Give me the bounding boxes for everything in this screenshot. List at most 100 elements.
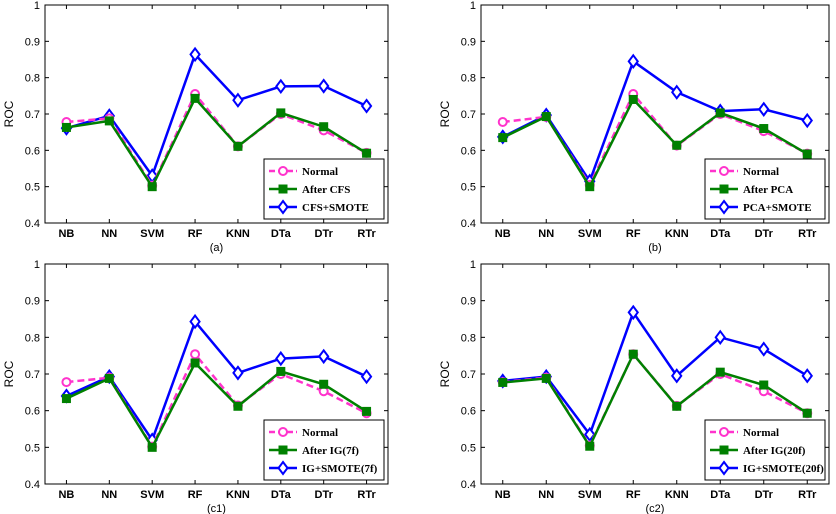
data-point-1	[759, 124, 769, 134]
x-tick-label: RF	[626, 228, 641, 240]
y-tick-label: 0.6	[461, 406, 476, 418]
y-tick-label: 0.6	[25, 145, 40, 157]
x-tick-label: DTa	[710, 489, 731, 501]
data-point-1	[104, 373, 114, 383]
chart-panel-3: 0.4 0.5 0.6 0.7 0.8 0.9 1 NB NN SVM RF KNN DTa DTr RTr…	[2, 259, 389, 514]
y-axis-label: ROC	[2, 360, 16, 387]
y-tick-label: 1	[470, 259, 476, 271]
x-tick-label: NB	[58, 489, 74, 501]
data-point-2	[360, 98, 373, 114]
x-tick-label: RF	[626, 489, 641, 501]
data-point-1	[147, 442, 157, 452]
legend-marker	[718, 460, 730, 476]
y-tick-label: 0.8	[461, 332, 476, 344]
x-tick-label: NN	[101, 228, 117, 240]
data-point-2	[275, 350, 287, 367]
legend-label: Normal	[743, 427, 779, 439]
series-line-2	[65, 319, 368, 443]
x-tick-label: SVM	[578, 489, 602, 501]
x-tick-label: DTa	[271, 228, 292, 240]
y-tick-label: 0.9	[461, 296, 476, 308]
legend-marker	[278, 184, 288, 194]
data-point-2	[189, 46, 201, 63]
y-tick-label: 0.4	[25, 479, 40, 491]
series-line-1	[502, 97, 808, 190]
data-point-0	[190, 349, 201, 360]
legend-label: IG+SMOTE(20f)	[743, 463, 824, 475]
x-tick-label: KNN	[226, 228, 250, 240]
series-line-1	[502, 351, 808, 449]
data-point-1	[147, 182, 157, 192]
legend-label: PCA+SMOTE	[743, 202, 812, 214]
chart-panel-1: 0.4 0.5 0.6 0.7 0.8 0.9 1 NB NN SVM RF KNN DTa DTr RTr…	[2, 0, 389, 254]
panel-caption: (b)	[648, 242, 661, 254]
series-line-1	[66, 96, 368, 190]
data-point-1	[541, 112, 551, 122]
legend-marker	[719, 184, 729, 194]
legend-label: After IG(20f)	[743, 445, 806, 457]
x-tick-label: RF	[188, 489, 203, 501]
data-point-1	[672, 140, 682, 150]
data-point-2	[317, 78, 330, 94]
series-line-0	[66, 91, 368, 189]
legend-marker	[719, 445, 729, 455]
data-point-2	[189, 313, 201, 330]
data-point-1	[319, 379, 329, 389]
data-point-1	[190, 93, 200, 103]
data-point-2	[232, 365, 244, 381]
data-point-2	[671, 84, 683, 100]
data-point-2	[758, 101, 770, 117]
x-tick-label: DTr	[315, 228, 334, 240]
y-tick-label: 0.9	[25, 296, 40, 308]
legend-label: IG+SMOTE(7f)	[302, 463, 378, 475]
data-point-1	[759, 380, 769, 390]
y-tick-label: 1	[470, 0, 476, 12]
data-point-2	[627, 53, 639, 69]
y-axis-label: ROC	[2, 100, 16, 127]
x-tick-label: NB	[495, 489, 511, 501]
x-tick-label: RF	[188, 228, 203, 240]
y-tick-label: 0.6	[25, 406, 40, 418]
x-tick-label: DTr	[755, 489, 774, 501]
data-point-2	[275, 78, 287, 95]
legend-label: Normal	[743, 166, 779, 178]
data-point-2	[232, 92, 244, 108]
y-tick-label: 0.8	[25, 332, 40, 344]
data-point-2	[627, 304, 639, 321]
y-tick-label: 0.9	[461, 36, 476, 48]
panel-caption: (a)	[210, 242, 223, 254]
data-point-1	[498, 133, 508, 143]
x-tick-label: NN	[538, 228, 554, 240]
legend-marker	[277, 199, 289, 215]
data-point-2	[360, 368, 373, 385]
series-line-2	[66, 52, 368, 179]
x-tick-label: DTr	[755, 228, 774, 240]
legend-marker	[719, 166, 729, 176]
x-tick-label: KNN	[226, 489, 250, 501]
y-axis-label: ROC	[438, 360, 452, 387]
y-tick-label: 0.9	[25, 36, 40, 48]
data-point-1	[104, 116, 114, 126]
data-point-1	[802, 408, 812, 418]
y-tick-label: 0.5	[25, 182, 40, 194]
data-point-1	[276, 366, 286, 376]
y-tick-label: 0.7	[25, 109, 40, 121]
data-point-2	[758, 341, 770, 357]
x-tick-label: DTa	[271, 489, 292, 501]
y-tick-label: 0.4	[461, 479, 476, 491]
data-point-1	[362, 148, 372, 158]
x-tick-label: NB	[495, 228, 511, 240]
data-point-1	[319, 122, 329, 132]
data-point-1	[585, 441, 595, 451]
y-tick-label: 0.5	[461, 442, 476, 454]
legend-label: After CFS	[302, 184, 350, 196]
data-point-1	[498, 377, 508, 387]
data-point-1	[61, 122, 71, 132]
data-point-1	[233, 141, 243, 151]
x-tick-label: DTr	[315, 489, 334, 501]
data-point-1	[190, 358, 200, 368]
data-point-2	[801, 112, 813, 129]
panel-caption: (c1)	[207, 503, 226, 514]
legend-marker	[718, 199, 730, 215]
